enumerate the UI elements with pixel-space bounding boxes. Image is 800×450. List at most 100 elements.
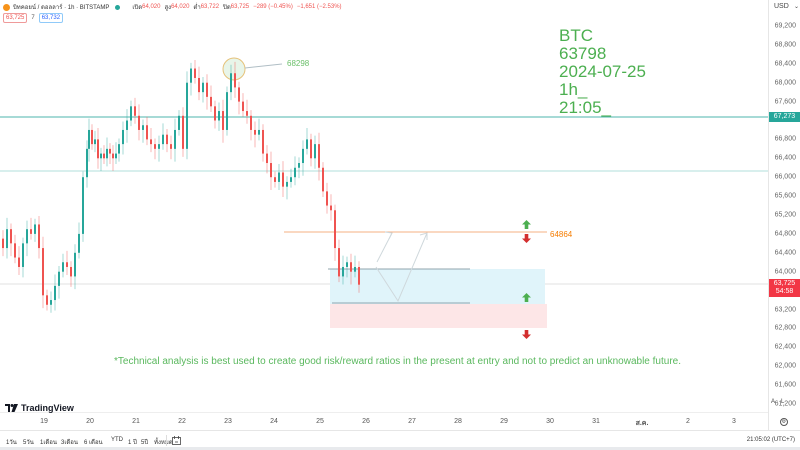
stop-zone (330, 304, 547, 328)
price-tick-label: 66,800 (774, 135, 796, 143)
price-tick-label: 65,200 (774, 211, 796, 219)
spread-value: 7 (31, 15, 35, 21)
price-tick-label: 69,200 (774, 22, 796, 30)
tradingview-logo[interactable]: TradingView (5, 403, 74, 413)
price-tick-label: 64,800 (774, 230, 796, 238)
price-tick-label: 64,400 (774, 249, 796, 257)
range-button[interactable]: 1วัน (6, 440, 17, 446)
timezone-clock[interactable]: 21:05:02 (UTC+7) (746, 437, 795, 443)
price-tick-label: 66,000 (774, 173, 796, 181)
range-button[interactable]: 1เดือน (40, 440, 57, 446)
high-value: 64,020 (171, 4, 190, 10)
symbol-title[interactable]: บิทคอยน์ / ดอลลาร์ · 1h · BITSTAMP (13, 5, 110, 11)
time-tick-label: 27 (408, 418, 416, 425)
logo-text: TradingView (21, 403, 74, 413)
time-tick-label: 21 (132, 418, 140, 425)
range-button[interactable]: 5ปี (141, 440, 149, 446)
long-zone (330, 269, 545, 304)
disclaimer-text: *Technical analysis is best used to crea… (114, 356, 681, 367)
time-tick-label: 29 (500, 418, 508, 425)
close-label: ปิด (223, 5, 231, 11)
info-annotation: BTC 63798 2024-07-25 1h_ 21:05_ (559, 27, 646, 117)
symbol-legend: บิทคอยน์ / ดอลลาร์ · 1h · BITSTAMP เปิด 6… (0, 0, 768, 24)
buy-price-button[interactable]: 63,732 (38, 13, 64, 23)
info-time: 21:05_ (559, 98, 611, 117)
price-tick-label: 61,200 (774, 400, 796, 408)
change-value: −289 (−0.45%) (253, 4, 293, 10)
candles (2, 60, 360, 313)
peak-price-label: 68298 (287, 59, 310, 68)
bitcoin-icon (3, 3, 10, 11)
last-price-value: 63,725 (773, 280, 796, 287)
time-tick-label: 19 (40, 418, 48, 425)
time-tick-label: 31 (592, 418, 600, 425)
info-price: 63798 (559, 44, 607, 63)
time-tick-label: ส.ค. (635, 420, 649, 427)
chart-pane[interactable] (0, 0, 768, 412)
time-tick-label: 25 (316, 418, 324, 425)
time-tick-label: 24 (270, 418, 278, 425)
time-tick-label: 26 (362, 418, 370, 425)
range-button[interactable]: ทั้งหมด (154, 440, 173, 446)
price-tick-label: 62,000 (774, 362, 796, 370)
arrow-up-icon (522, 293, 531, 302)
arrow-down-icon (522, 330, 531, 339)
price-tick-label: 68,800 (774, 41, 796, 49)
market-open-icon (115, 4, 121, 10)
price-tick-label: 65,600 (774, 192, 796, 200)
time-tick-label: 30 (546, 418, 554, 425)
price-tick-label: 68,400 (774, 60, 796, 68)
info-symbol: BTC (559, 26, 593, 45)
bottom-strip (0, 447, 800, 450)
price-tick-label: 63,200 (774, 306, 796, 313)
price-tick-label: 64,000 (774, 268, 796, 276)
low-label: ต่ำ (193, 5, 201, 11)
bar-countdown: 54:58 (775, 288, 794, 295)
time-tick-label: 28 (454, 418, 462, 425)
time-tick-label: 22 (178, 418, 186, 425)
close-value: 63,725 (230, 4, 250, 10)
candlestick-chart[interactable] (0, 0, 768, 412)
arrow-up-icon (522, 220, 531, 229)
range-button[interactable]: 5วัน (23, 440, 34, 446)
time-tick-label: 3 (732, 418, 736, 425)
price-tick-label: 61,600 (774, 381, 796, 389)
chevron-down-icon[interactable]: ⌄ (794, 4, 800, 10)
log-scale-button[interactable]: L (781, 399, 785, 405)
last-price-tag: 63,725 54:58 (769, 279, 800, 297)
auto-scale-button[interactable]: A (771, 399, 776, 405)
sell-price-button[interactable]: 63,725 (3, 13, 28, 23)
time-tick-label: 23 (224, 418, 232, 425)
arrow-down-icon (522, 234, 531, 243)
tradingview-logo-icon (5, 404, 18, 412)
price-tick-label: 67,600 (774, 98, 796, 106)
change-value-2: −1,651 (−2.53%) (296, 4, 342, 10)
low-value: 63,722 (200, 4, 220, 10)
price-tick-label: 66,400 (774, 154, 796, 162)
price-tick-label: 68,000 (774, 79, 796, 87)
time-axis[interactable]: 19 20 21 22 23 24 25 26 27 28 29 30 31 ส.ค. 2 3 (0, 412, 768, 430)
target-price-label: 64864 (550, 230, 573, 239)
go-to-date-calendar-icon[interactable] (172, 436, 181, 445)
info-timeframe: 1h_ (559, 80, 588, 99)
currency-selector[interactable]: USD (774, 3, 789, 10)
range-button[interactable]: 6 เดือน (84, 440, 103, 446)
open-label: เปิด (132, 5, 143, 11)
range-button[interactable]: YTD (111, 437, 123, 443)
price-tick-label: 62,400 (774, 343, 796, 351)
time-tick-label: 2 (686, 418, 690, 425)
open-value: 64,020 (142, 4, 161, 10)
info-date: 2024-07-25 (559, 62, 646, 81)
price-tick-label: 62,800 (774, 324, 796, 332)
time-tick-label: 20 (86, 418, 94, 425)
high-label: สูง (164, 5, 172, 11)
toolbar-divider (166, 435, 167, 446)
bottom-toolbar: 1วัน 5วัน 1เดือน 3เดือน 6 เดือน YTD 1 ปี 5ปี ทั้… (0, 430, 800, 450)
hline-price-tag: 67,273 (769, 112, 800, 122)
range-button[interactable]: 1 ปี (128, 440, 137, 446)
settings-gear-icon[interactable]: ⚙ (780, 418, 788, 426)
range-button[interactable]: 3เดือน (61, 440, 78, 446)
scale-buttons: A L (771, 399, 784, 405)
price-axis[interactable]: USD ⌄ 69,200 68,800 68,400 68,000 67,600 66,8… (768, 0, 800, 430)
